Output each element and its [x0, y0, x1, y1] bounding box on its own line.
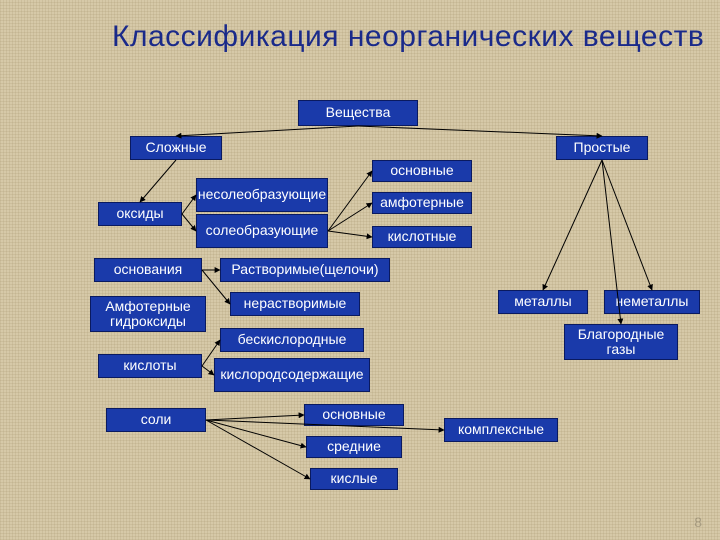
node-label: соли — [141, 412, 172, 427]
node-amphohydrox: Амфотерные гидроксиды — [90, 296, 206, 332]
node-label: кислые — [331, 471, 378, 486]
node-label: основные — [322, 407, 385, 422]
node-label: несолеобразующие — [198, 187, 326, 202]
node-basic1: основные — [372, 160, 472, 182]
node-label: кислоты — [123, 358, 176, 373]
node-oxygenfree: бескислородные — [220, 328, 364, 352]
node-noblegases: Благородные газы — [564, 324, 678, 360]
node-amphoteric: амфотерные — [372, 192, 472, 214]
node-label: Растворимые(щелочи) — [231, 262, 378, 277]
node-label: основания — [114, 262, 183, 277]
node-acidic2: кислые — [310, 468, 398, 490]
node-oxides: оксиды — [98, 202, 182, 226]
node-label: Амфотерные гидроксиды — [95, 299, 201, 330]
node-bases: основания — [94, 258, 202, 282]
node-nonsaltf: несолеобразующие — [196, 178, 328, 212]
node-insoluble: нерастворимые — [230, 292, 360, 316]
node-label: Простые — [574, 140, 631, 155]
node-simple: Простые — [556, 136, 648, 160]
node-complex: Сложные — [130, 136, 222, 160]
node-label: неметаллы — [616, 294, 689, 309]
node-metals: металлы — [498, 290, 588, 314]
node-oxygencont: кислородсодержащие — [214, 358, 370, 392]
node-label: Вещества — [326, 105, 391, 120]
node-saltf: солеобразующие — [196, 214, 328, 248]
node-nonmetals: неметаллы — [604, 290, 700, 314]
node-label: бескислородные — [238, 332, 347, 347]
node-label: Благородные газы — [569, 327, 673, 358]
node-label: Сложные — [145, 140, 206, 155]
node-label: кислотные — [388, 229, 457, 244]
page-title: Классификация неорганических веществ — [112, 20, 704, 54]
node-label: амфотерные — [380, 195, 464, 210]
node-label: металлы — [514, 294, 571, 309]
page-number: 8 — [694, 514, 702, 530]
node-basic2: основные — [304, 404, 404, 426]
node-soluble: Растворимые(щелочи) — [220, 258, 390, 282]
node-label: оксиды — [116, 206, 163, 221]
node-label: кислородсодержащие — [220, 367, 363, 382]
node-label: солеобразующие — [206, 223, 319, 238]
node-label: основные — [390, 163, 453, 178]
node-label: средние — [327, 439, 381, 454]
node-acids: кислоты — [98, 354, 202, 378]
node-medium: средние — [306, 436, 402, 458]
node-salts: соли — [106, 408, 206, 432]
node-complexsalts: комплексные — [444, 418, 558, 442]
node-substances: Вещества — [298, 100, 418, 126]
node-label: нерастворимые — [244, 296, 347, 311]
node-acidic1: кислотные — [372, 226, 472, 248]
node-label: комплексные — [458, 422, 544, 437]
